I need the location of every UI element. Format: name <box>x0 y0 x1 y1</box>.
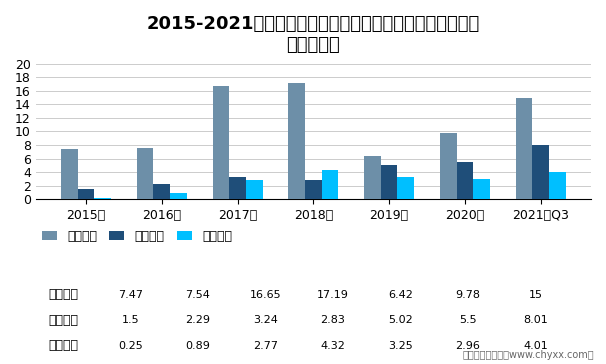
Text: 17.19: 17.19 <box>317 290 349 300</box>
Text: 0.25: 0.25 <box>118 341 142 351</box>
Bar <box>288 83 305 199</box>
Text: 4.32: 4.32 <box>321 341 345 351</box>
Text: 16.65: 16.65 <box>250 290 281 300</box>
Bar <box>61 149 78 199</box>
Bar <box>137 148 153 199</box>
Text: 制图：智研咨询（www.chyxx.com）: 制图：智研咨询（www.chyxx.com） <box>462 351 594 360</box>
Text: 5.02: 5.02 <box>388 315 413 325</box>
Text: 5.5: 5.5 <box>459 315 477 325</box>
Bar <box>170 193 187 199</box>
Bar <box>473 179 490 199</box>
Text: 6.42: 6.42 <box>388 290 413 300</box>
Bar <box>229 177 246 199</box>
Bar <box>533 145 549 199</box>
Bar <box>213 86 229 199</box>
Bar <box>398 177 414 199</box>
Bar <box>305 180 322 199</box>
Bar <box>153 184 170 199</box>
Text: 2.77: 2.77 <box>253 341 278 351</box>
Text: 华工科技: 华工科技 <box>48 314 79 327</box>
Bar <box>364 156 381 199</box>
Text: 大族激光: 大族激光 <box>48 288 79 301</box>
Text: 15: 15 <box>528 290 542 300</box>
Text: 9.78: 9.78 <box>456 290 481 300</box>
Bar <box>322 170 338 199</box>
Text: 4.01: 4.01 <box>523 341 548 351</box>
Bar <box>440 133 456 199</box>
Text: 1.5: 1.5 <box>121 315 139 325</box>
Text: 2.83: 2.83 <box>321 315 345 325</box>
Text: 3.24: 3.24 <box>253 315 278 325</box>
Text: 锐科激光: 锐科激光 <box>48 339 79 352</box>
Bar <box>246 181 262 199</box>
Text: 7.54: 7.54 <box>185 290 210 300</box>
Bar <box>516 98 533 199</box>
Text: 0.89: 0.89 <box>185 341 210 351</box>
Text: 2.29: 2.29 <box>185 315 210 325</box>
Text: 7.47: 7.47 <box>118 290 143 300</box>
Bar <box>78 189 95 199</box>
Bar <box>456 162 473 199</box>
Bar <box>549 172 566 199</box>
Bar <box>381 165 398 199</box>
Text: 3.25: 3.25 <box>388 341 413 351</box>
Bar <box>95 198 111 199</box>
Text: 2.96: 2.96 <box>456 341 481 351</box>
Title: 2015-2021年光纤激光器领域重点企业净利润对比情况（单
位：亿元）: 2015-2021年光纤激光器领域重点企业净利润对比情况（单 位：亿元） <box>147 15 480 54</box>
Text: 8.01: 8.01 <box>523 315 548 325</box>
Legend: 大族激光, 华工科技, 锐科激光: 大族激光, 华工科技, 锐科激光 <box>42 230 232 243</box>
